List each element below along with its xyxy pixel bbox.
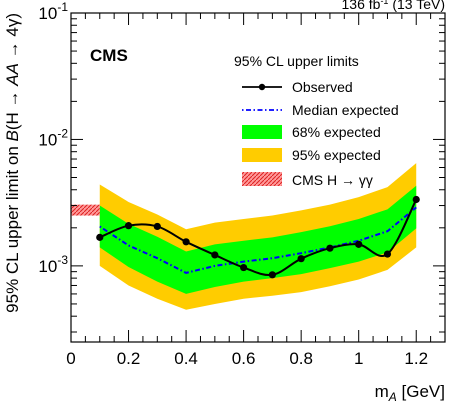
x-tick-label: 0 <box>66 349 75 368</box>
observed-point-9 <box>355 240 363 248</box>
observed-point-10 <box>383 250 392 258</box>
ticks-layer: 0 0.2 0.4 0.6 0.8 1 1.2 10-1 10-2 10-3 <box>38 0 446 368</box>
legend-band68-swatch <box>242 125 282 139</box>
y-axis-title: 95% CL upper limit on B(H → AA → 4γ) <box>3 13 22 313</box>
x-tick-label: 0.6 <box>232 349 256 368</box>
observed-point-7 <box>297 255 305 263</box>
observed-point-2 <box>153 222 161 231</box>
legend-band95-swatch <box>242 148 282 162</box>
observed-point-5 <box>240 263 248 272</box>
x-axis-title: mA [GeV] <box>375 382 445 404</box>
legend-band68-label: 68% expected <box>292 124 381 140</box>
y-tick-label: 10-1 <box>38 0 68 23</box>
observed-point-4 <box>211 251 219 259</box>
legend-hgg-label: CMS H → γγ <box>292 172 373 188</box>
x-tick-label: 0.8 <box>289 349 313 368</box>
observed-point-1 <box>124 222 133 230</box>
observed-point-8 <box>326 244 334 252</box>
observed-point-3 <box>182 238 190 246</box>
observed-point-0 <box>96 233 104 241</box>
legend-band95-label: 95% expected <box>292 147 381 163</box>
bands-layer <box>71 163 417 310</box>
legend-header: 95% CL upper limits <box>234 53 359 69</box>
legend-median-label: Median expected <box>292 102 399 118</box>
x-tick-label: 0.4 <box>174 349 198 368</box>
lines-layer <box>96 195 420 279</box>
x-tick-label: 1 <box>354 349 363 368</box>
experiment-label: CMS <box>90 46 128 65</box>
legend-observed-marker <box>258 83 266 91</box>
band-68-expected <box>99 185 417 294</box>
lumi-label: 136 fb-1 (13 TeV) <box>342 0 446 12</box>
x-tick-label: 0.2 <box>117 349 141 368</box>
y-tick-label: 10-3 <box>38 253 68 276</box>
observed-point-11 <box>412 195 420 204</box>
legend-hgg-swatch <box>242 172 282 186</box>
x-tick-label: 1.2 <box>404 349 428 368</box>
hgg-limit-band <box>71 204 100 216</box>
legend-observed-label: Observed <box>292 79 353 95</box>
observed-point-6 <box>268 271 276 279</box>
legend: 95% CL upper limits Observed Median expe… <box>234 53 399 188</box>
y-tick-label: 10-2 <box>38 126 68 149</box>
